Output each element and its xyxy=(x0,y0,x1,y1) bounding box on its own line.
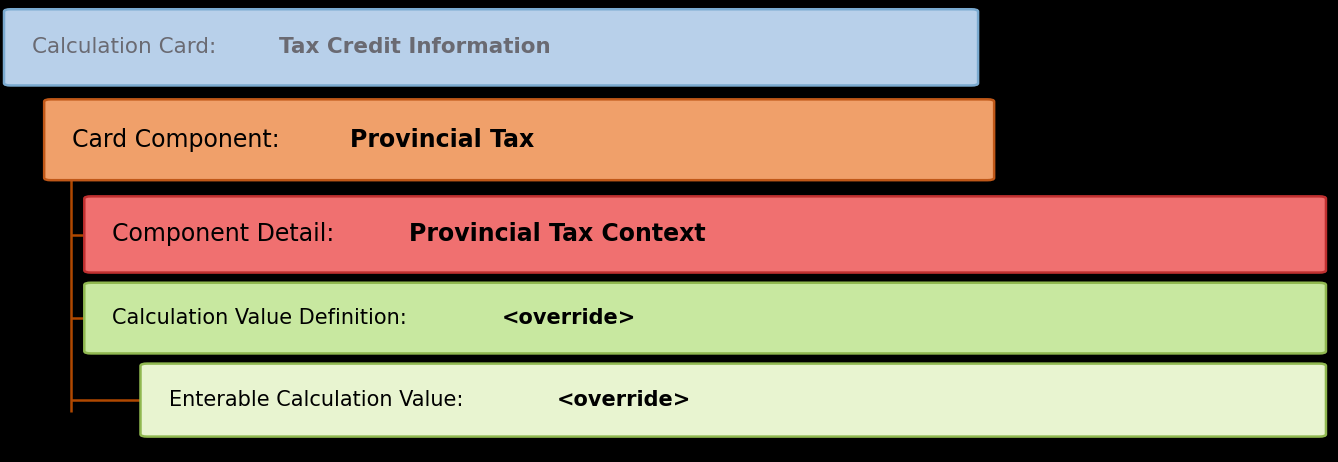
Text: Tax Credit Information: Tax Credit Information xyxy=(278,37,550,57)
Text: Calculation Value Definition:: Calculation Value Definition: xyxy=(112,308,413,328)
Text: Provincial Tax Context: Provincial Tax Context xyxy=(409,223,705,246)
Text: Component Detail:: Component Detail: xyxy=(112,223,343,246)
FancyBboxPatch shape xyxy=(84,196,1326,273)
Text: <override>: <override> xyxy=(557,390,692,410)
FancyBboxPatch shape xyxy=(44,99,994,180)
Text: Card Component:: Card Component: xyxy=(72,128,288,152)
Text: Enterable Calculation Value:: Enterable Calculation Value: xyxy=(169,390,470,410)
Text: <override>: <override> xyxy=(502,308,636,328)
Text: Calculation Card:: Calculation Card: xyxy=(32,37,223,57)
FancyBboxPatch shape xyxy=(140,364,1326,437)
FancyBboxPatch shape xyxy=(4,9,978,85)
Text: Provincial Tax: Provincial Tax xyxy=(349,128,534,152)
FancyBboxPatch shape xyxy=(84,283,1326,353)
